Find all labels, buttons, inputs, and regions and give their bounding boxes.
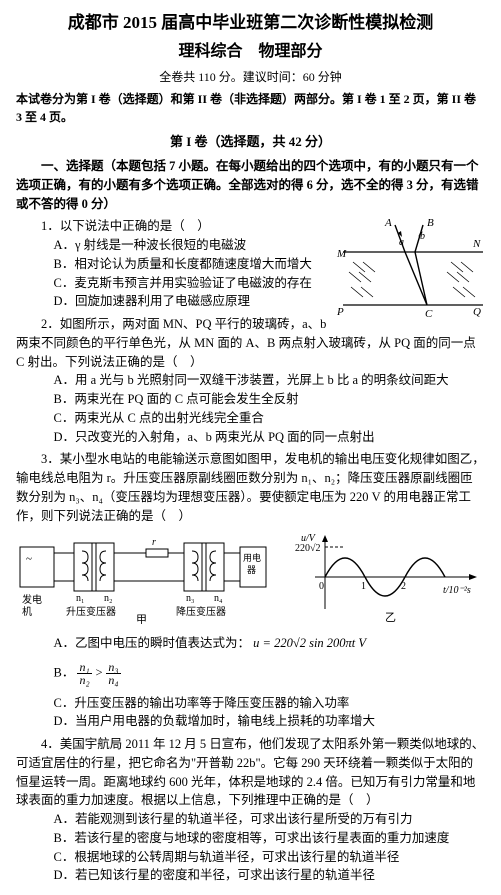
svg-text:M: M bbox=[336, 248, 347, 260]
q2-stem: 2．如图所示，两对面 MN、PQ 平行的玻璃砖，a、b 两束不同颜色的平行单色光… bbox=[16, 315, 485, 371]
svg-text:u/V: u/V bbox=[301, 533, 317, 544]
q4-stem: 4．美国宇航局 2011 年 12 月 5 日宣布，他们发现了太阳系外第一颗类似… bbox=[16, 735, 485, 810]
q2-opt-b: B．两束光在 PQ 面的 C 点可能会发生全反射 bbox=[54, 390, 486, 409]
q4-opt-d: D．若已知该行星的密度和半径，可求出该行星的轨道半径 bbox=[54, 866, 486, 885]
q3-opt-a-formula: u = 220√2 sin 200πt V bbox=[253, 636, 366, 650]
section-1-title: 第 I 卷（选择题，共 42 分） bbox=[16, 132, 485, 152]
q3-opt-b: B． n₁n₂ > n₃n₄ bbox=[54, 661, 486, 686]
svg-text:升压变压器: 升压变压器 bbox=[66, 605, 116, 618]
q2-opt-d: D．只改变光的入射角，a、b 两束光从 PQ 面的同一点射出 bbox=[54, 428, 486, 447]
q3-opt-a-prefix: A．乙图中电压的瞬时值表达式为： bbox=[54, 636, 251, 650]
exam-intro: 本试卷分为第 I 卷（选择题）和第 II 卷（非选择题）两部分。第 I 卷 1 … bbox=[16, 90, 485, 126]
q3-opt-d: D．当用户用电器的负载增加时，输电线上损耗的功率增大 bbox=[54, 712, 486, 731]
q4-opt-b: B．若该行星的密度与地球的密度相等，可求出该行星表面的重力加速度 bbox=[54, 829, 486, 848]
svg-text:1: 1 bbox=[361, 581, 366, 592]
svg-text:器: 器 bbox=[247, 565, 256, 575]
svg-text:2: 2 bbox=[401, 581, 406, 592]
choice-instruction: 一、选择题（本题包括 7 小题。在每小题给出的四个选项中，有的小题只有一个选项正… bbox=[16, 157, 485, 213]
q2-opt-a: A．用 a 光与 b 光照射同一双缝干涉装置，光屏上 b 比 a 的明条纹间距大 bbox=[54, 371, 486, 390]
q3-opt-b-prefix: B． bbox=[54, 665, 75, 679]
q1-stem: 1．以下说法中正确的是（ ） bbox=[16, 217, 485, 236]
svg-text:机: 机 bbox=[22, 605, 32, 618]
svg-text:a: a bbox=[399, 237, 404, 248]
q3-stem: 3．某小型水电站的电能输送示意图如图甲，发电机的输出电压变化规律如图乙，输电线总… bbox=[16, 450, 485, 525]
svg-text:r: r bbox=[152, 537, 156, 548]
svg-text:220√2: 220√2 bbox=[295, 543, 321, 554]
svg-text:N: N bbox=[472, 238, 481, 250]
q4-opt-c: C．根据地球的公转周期与轨道半径，可求出该行星的轨道半径 bbox=[54, 848, 486, 867]
q3-opt-c: C．升压变压器的输出功率等于降压变压器的输入功率 bbox=[54, 694, 486, 713]
svg-text:n₄: n₄ bbox=[214, 593, 223, 604]
exam-subtitle: 理科综合 物理部分 bbox=[16, 40, 485, 64]
svg-text:甲: 甲 bbox=[136, 614, 147, 624]
svg-text:~: ~ bbox=[26, 553, 32, 565]
exam-meta: 全卷共 110 分。建议时间：60 分钟 bbox=[16, 68, 485, 86]
exam-title: 成都市 2015 届高中毕业班第二次诊断性模拟检测 bbox=[16, 10, 485, 36]
svg-text:降压变压器: 降压变压器 bbox=[176, 605, 226, 618]
gen-label: 发电 bbox=[22, 593, 42, 606]
svg-text:乙: 乙 bbox=[385, 611, 396, 624]
svg-text:t/10⁻²s: t/10⁻²s bbox=[443, 585, 471, 596]
q4-opt-a: A．若能观测到该行星的轨道半径，可求出该行星所受的万有引力 bbox=[54, 810, 486, 829]
q2-opt-c: C．两束光从 C 点的出射光线完全重合 bbox=[54, 409, 486, 428]
svg-text:n₁: n₁ bbox=[76, 593, 85, 604]
svg-text:用电: 用电 bbox=[243, 552, 261, 563]
q3-opt-a: A．乙图中电压的瞬时值表达式为： u = 220√2 sin 200πt V bbox=[54, 634, 486, 653]
svg-text:n₃: n₃ bbox=[186, 593, 195, 604]
q3-figure-circuit: ~ 发电 机 n₁ n₂ 升压变压器 r bbox=[16, 529, 271, 630]
svg-text:n₂: n₂ bbox=[104, 593, 113, 604]
svg-text:0: 0 bbox=[319, 581, 324, 592]
q3-figure-graph: 220√2 u/V 1 2 t/10⁻²s 0 乙 bbox=[295, 529, 485, 630]
